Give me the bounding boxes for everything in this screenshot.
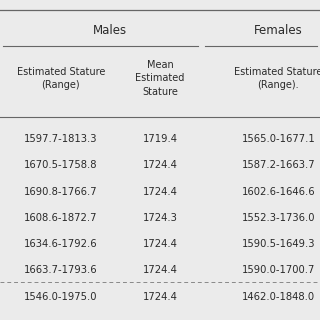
Text: 1587.2-1663.7: 1587.2-1663.7 [242,160,315,171]
Text: 1663.7-1793.6: 1663.7-1793.6 [24,265,98,276]
Text: Estimated Stature
(Range).: Estimated Stature (Range). [234,67,320,90]
Text: Estimated Stature
(Range): Estimated Stature (Range) [17,67,105,90]
Text: Females: Females [254,24,303,37]
Text: 1597.7-1813.3: 1597.7-1813.3 [24,134,98,144]
Text: 1724.4: 1724.4 [143,160,177,171]
Text: 1462.0-1848.0: 1462.0-1848.0 [242,292,315,302]
Text: 1634.6-1792.6: 1634.6-1792.6 [24,239,98,249]
Text: 1690.8-1766.7: 1690.8-1766.7 [24,187,98,197]
Text: 1724.3: 1724.3 [143,213,177,223]
Text: 1724.4: 1724.4 [143,265,177,276]
Text: 1590.5-1649.3: 1590.5-1649.3 [242,239,315,249]
Text: 1670.5-1758.8: 1670.5-1758.8 [24,160,98,171]
Text: 1724.4: 1724.4 [143,292,177,302]
Text: Mean
Estimated
Stature: Mean Estimated Stature [135,60,185,97]
Text: 1602.6-1646.6: 1602.6-1646.6 [242,187,315,197]
Text: 1608.6-1872.7: 1608.6-1872.7 [24,213,98,223]
Text: 1546.0-1975.0: 1546.0-1975.0 [24,292,98,302]
Text: 1724.4: 1724.4 [143,239,177,249]
Text: 1724.4: 1724.4 [143,187,177,197]
Text: 1565.0-1677.1: 1565.0-1677.1 [242,134,315,144]
Text: 1719.4: 1719.4 [142,134,178,144]
Text: 1552.3-1736.0: 1552.3-1736.0 [242,213,315,223]
Text: Males: Males [93,24,127,37]
Text: 1590.0-1700.7: 1590.0-1700.7 [242,265,315,276]
